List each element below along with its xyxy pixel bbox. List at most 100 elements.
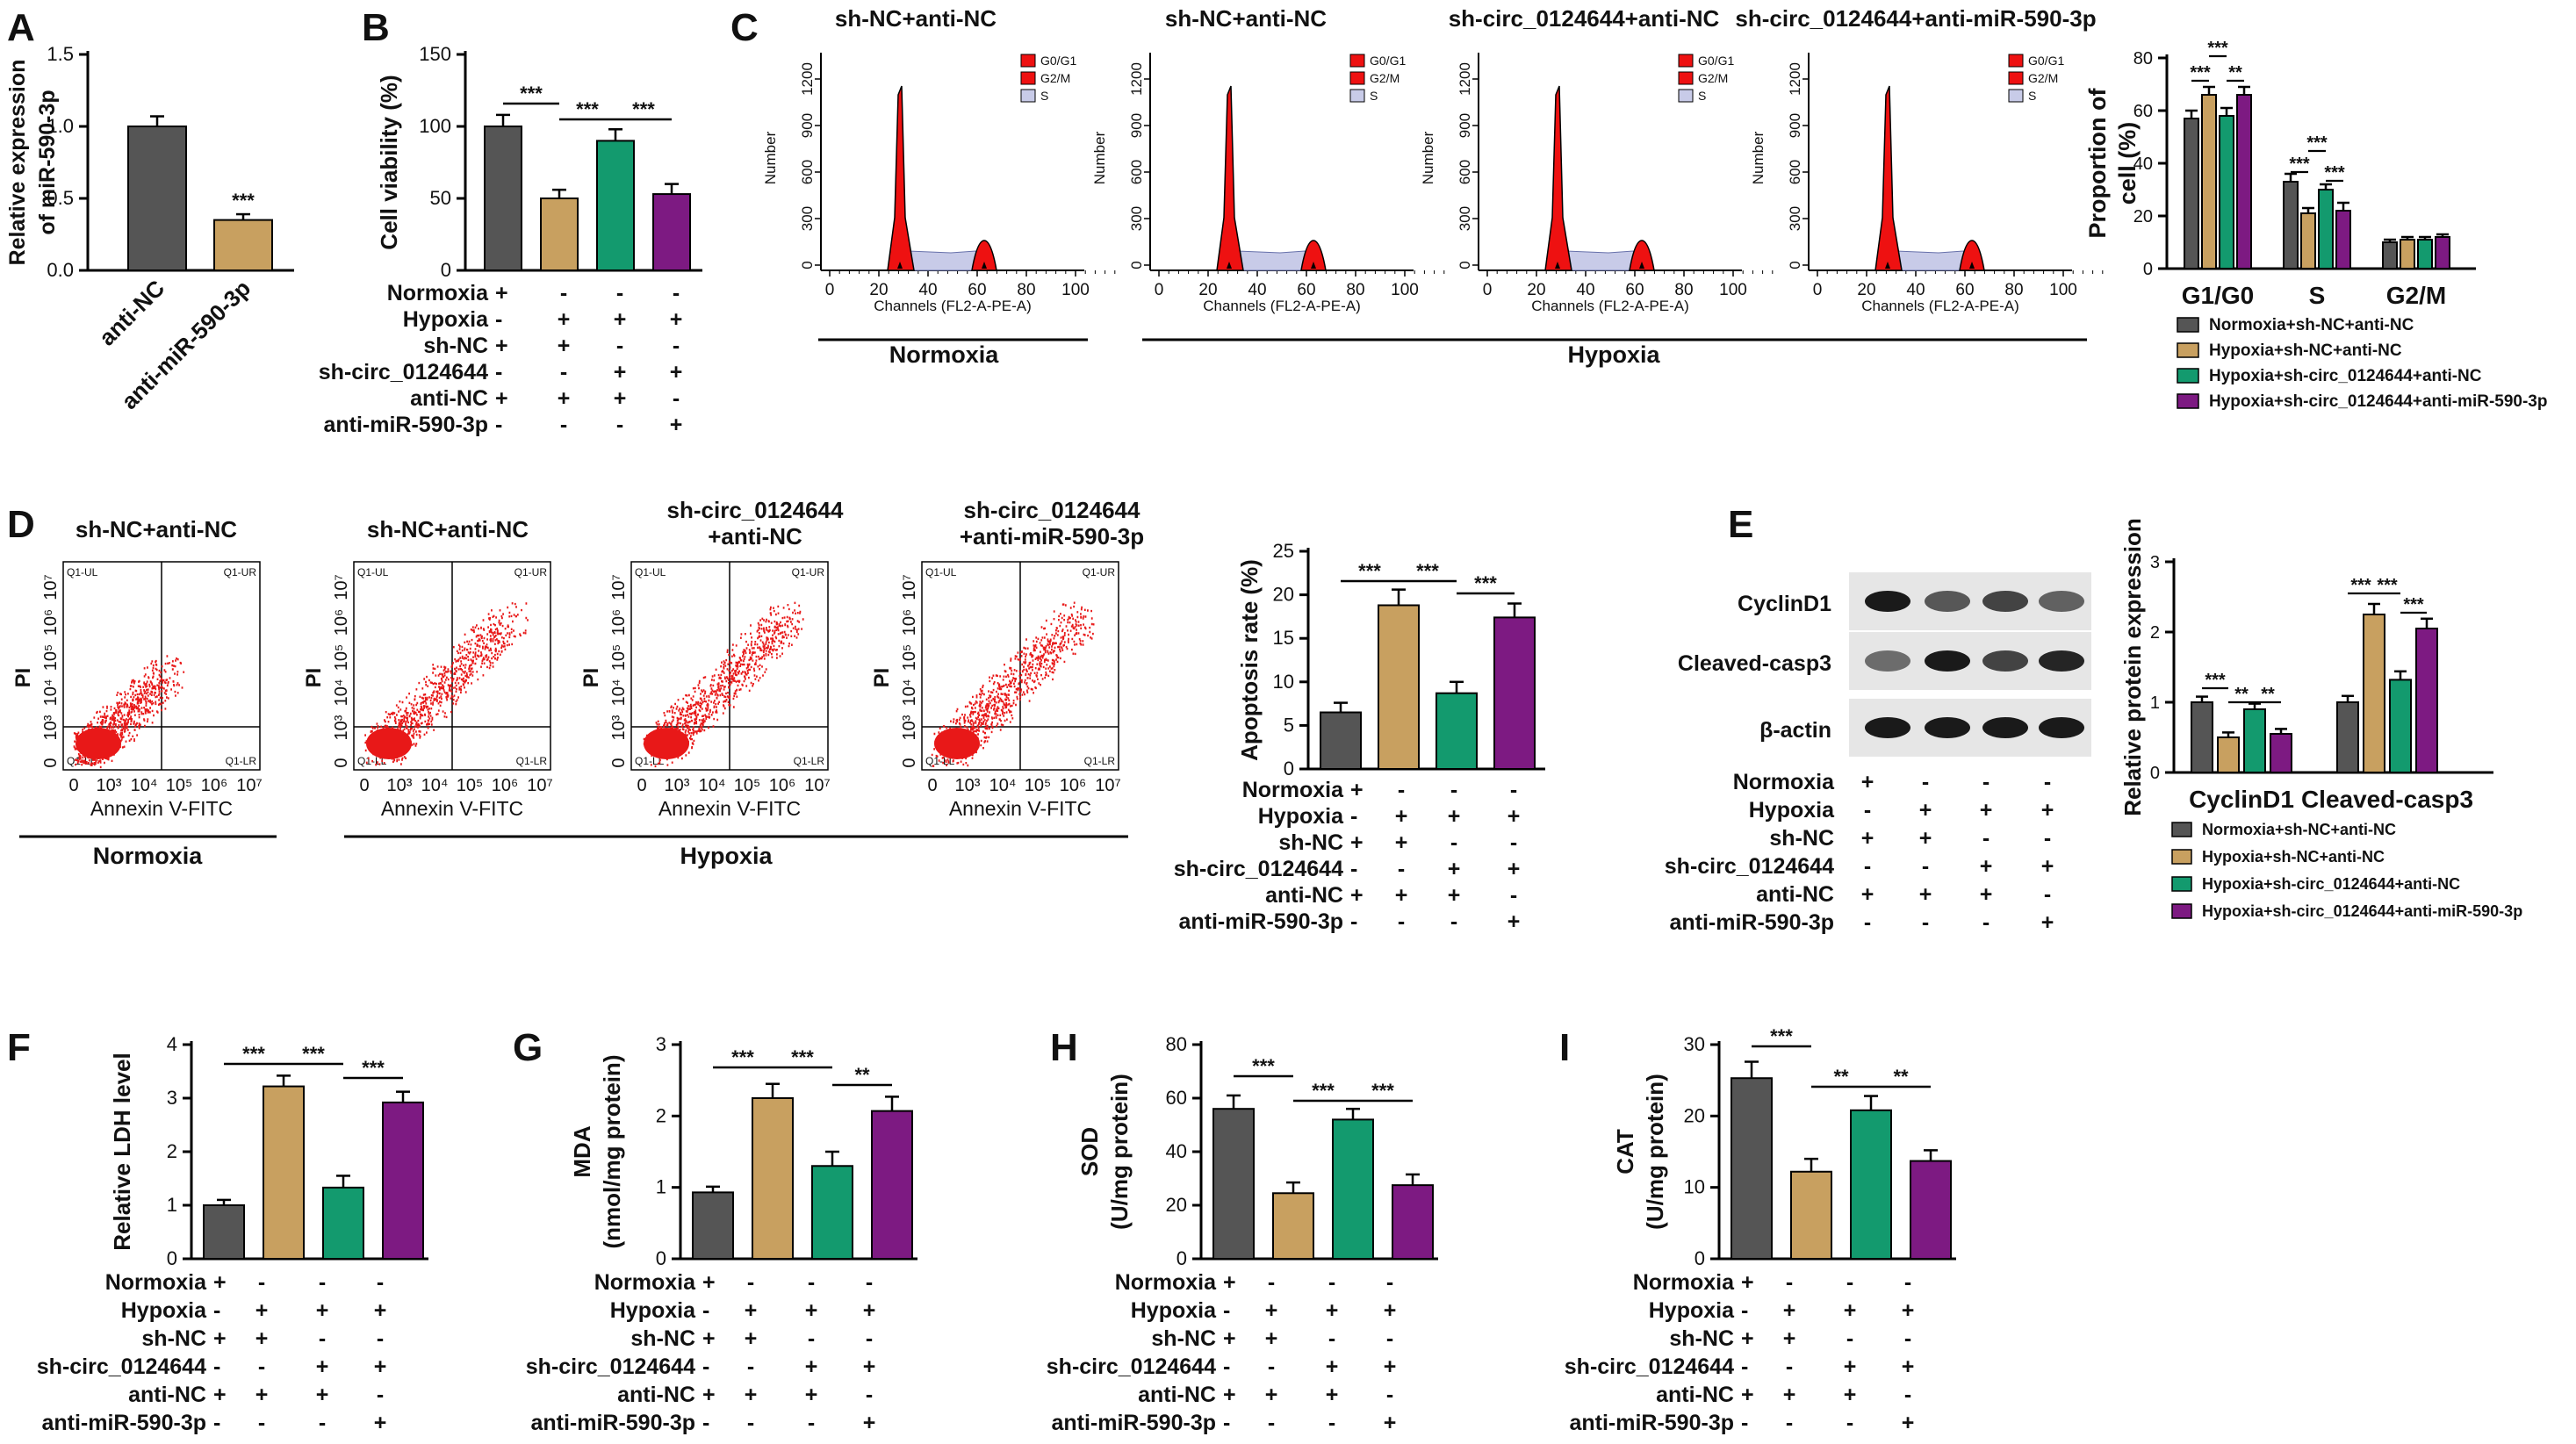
condition-sign: + [1902, 1298, 1915, 1323]
y-tick-label: 300 [1787, 206, 1803, 231]
condition-sign: - [808, 1326, 815, 1351]
condition-row-label: sh-circ_0124644 [319, 360, 488, 384]
condition-sign: - [560, 281, 567, 305]
category-label: CyclinD1 [2189, 786, 2294, 813]
x-axis-title: Channels (FL2-A-PE-A) [1531, 298, 1689, 314]
significance-label: *** [2190, 63, 2211, 83]
x-tick-label: 60 [1625, 281, 1644, 299]
condition-row-label: sh-circ_0124644 [37, 1354, 206, 1379]
condition-sign: - [258, 1411, 265, 1435]
legend-swatch [2177, 393, 2199, 409]
panel-letter-E: E [1728, 503, 1753, 546]
condition-sign: + [614, 360, 627, 384]
significance-label: *** [2289, 154, 2310, 174]
condition-sign: + [863, 1354, 876, 1379]
x-tick-label: 60 [1955, 281, 1974, 299]
condition-sign: - [1350, 909, 1357, 934]
condition-sign: - [1846, 1411, 1853, 1435]
bar [127, 126, 187, 271]
x-tick-label: 80 [1017, 281, 1035, 299]
condition-table: Normoxia + - - -Hypoxia - + + +sh-NC + + - -sh-circ_… [319, 281, 683, 437]
condition-sign: + [1861, 770, 1874, 794]
condition-sign: + [1741, 1326, 1754, 1351]
condition-sign: - [1510, 830, 1517, 855]
bar [2217, 736, 2240, 773]
condition-row-label: Hypoxia [1258, 804, 1344, 829]
x-axis-title: Channels (FL2-A-PE-A) [874, 298, 1032, 314]
y-axis-title: Apoptosis rate (%) [1236, 559, 1263, 761]
group-label: Hypoxia [680, 843, 773, 869]
y-tick-label: 1200 [799, 62, 816, 96]
y-tick-label: 300 [1128, 206, 1145, 231]
condition-sign: - [2044, 882, 2051, 907]
legend-label: Hypoxia+sh-NC+anti-NC [2209, 341, 2402, 360]
g0g1-peak [1216, 85, 1244, 271]
x-tick-label: 0 [927, 776, 937, 795]
condition-row-label: anti-NC [1265, 883, 1343, 908]
condition-row-label: Normoxia [105, 1270, 207, 1295]
y-tick-label: 10⁴ [332, 679, 351, 707]
y-tick-label: 2 [167, 1140, 177, 1162]
significance-label: *** [302, 1043, 325, 1065]
bar [382, 1101, 424, 1260]
significance-label: ** [2261, 685, 2275, 704]
panel-letter-A: A [7, 6, 35, 49]
condition-sign: + [702, 1270, 716, 1295]
condition-sign: - [1223, 1411, 1230, 1435]
x-tick-label: 10⁵ [1025, 776, 1052, 795]
y-tick-label: 3 [656, 1033, 666, 1055]
condition-row-label: sh-NC [423, 334, 488, 358]
y-tick-label: 10⁶ [609, 609, 629, 636]
condition-sign: + [1783, 1298, 1796, 1323]
x-tick-label: 10⁵ [734, 776, 761, 795]
condition-sign: - [1510, 778, 1517, 802]
significance-label: *** [2403, 595, 2424, 614]
y-tick-label: 10⁵ [41, 644, 61, 672]
x-tick-label: 10⁵ [457, 776, 484, 795]
condition-sign: + [558, 386, 571, 411]
legend-label: Hypoxia+sh-NC+anti-NC [2202, 848, 2385, 866]
condition-row-label: sh-NC [141, 1326, 206, 1351]
condition-sign: - [1398, 778, 1405, 802]
y-tick-label: 0 [2150, 764, 2160, 783]
y-tick-label: 600 [1787, 160, 1803, 184]
y-tick-label: 0 [332, 758, 351, 767]
blot-label: CyclinD1 [1738, 592, 1831, 616]
condition-sign: - [1922, 770, 1929, 794]
condition-sign: + [316, 1298, 329, 1323]
y-axis-title: PI [302, 668, 326, 688]
x-tick-label: 10⁴ [421, 776, 449, 795]
condition-sign: - [1982, 770, 1990, 794]
y-axis-title: Proportion of [2084, 88, 2111, 239]
y-tick-label: 0 [1128, 261, 1145, 269]
significance-label: *** [791, 1046, 814, 1068]
legend-swatch [2177, 317, 2199, 333]
condition-sign: - [1982, 910, 1990, 935]
y-tick-label: 900 [799, 113, 816, 138]
panel-letter-C: C [730, 6, 759, 49]
x-tick-label: 10³ [97, 776, 122, 795]
y-axis-title: (nmol/mg protein) [599, 1055, 625, 1249]
legend-label: Normoxia+sh-NC+anti-NC [2209, 316, 2414, 334]
condition-sign: - [673, 281, 680, 305]
legend-swatch [2171, 822, 2192, 837]
condition-sign: - [616, 413, 623, 437]
significance-label: *** [1770, 1025, 1793, 1047]
condition-sign: + [670, 307, 683, 332]
condition-sign: + [1223, 1326, 1236, 1351]
x-tick-label: 10⁷ [236, 776, 262, 795]
bar [2363, 614, 2385, 773]
x-tick-label: 10⁶ [1060, 776, 1086, 795]
bar [2382, 241, 2398, 269]
condition-row-label: sh-circ_0124644 [1665, 854, 1834, 879]
y-tick-label: 0 [656, 1247, 666, 1269]
y-axis-title: Relative protein expression [2119, 518, 2146, 816]
condition-sign: + [1783, 1326, 1796, 1351]
bar [1320, 711, 1362, 771]
category-label: Cleaved-casp3 [2301, 786, 2473, 813]
bar [1493, 616, 1536, 771]
legend-swatch [1020, 71, 1036, 85]
condition-row-label: sh-NC [630, 1326, 695, 1351]
